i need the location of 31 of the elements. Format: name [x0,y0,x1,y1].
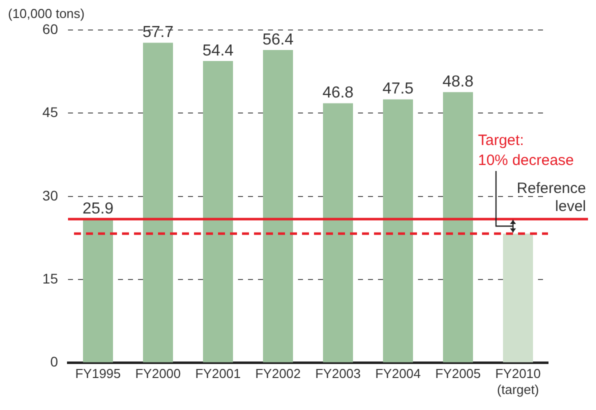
bar [203,61,233,362]
y-tick-label: 30 [42,187,58,204]
y-tick-label: 15 [42,270,58,286]
x-tick-label: FY2001 [195,366,241,382]
y-tick-label: 0 [50,354,58,370]
data-label: 56.4 [262,31,294,48]
y-tick-label: 60 [42,20,58,37]
x-tick-label: FY1995 [75,366,121,382]
bar [263,50,293,362]
y-axis-title: (10,000 tons) [8,6,85,22]
x-tick-label: FY2005 [435,366,481,382]
y-tick-label: 45 [42,104,58,120]
bar [443,92,473,362]
ref-line-label: Reference level [516,180,586,216]
data-label: 54.4 [202,42,234,60]
x-tick-label: FY2002 [255,366,301,382]
bar [503,234,533,362]
x-tick-label: FY2010 (target) [495,366,541,397]
bar [83,219,113,362]
data-label: 46.8 [322,84,354,102]
bar [383,99,413,362]
x-tick-label: FY2003 [315,366,361,382]
data-label: 57.7 [142,24,174,42]
bar [323,103,353,362]
bar [143,42,173,362]
data-label: 47.5 [382,80,414,98]
data-label: 25.9 [82,200,114,218]
x-tick-label: FY2004 [375,366,421,382]
x-tick-label: FY2000 [135,366,181,382]
data-label: 48.8 [442,74,474,91]
annotation: Target: 10% decrease [478,132,574,170]
